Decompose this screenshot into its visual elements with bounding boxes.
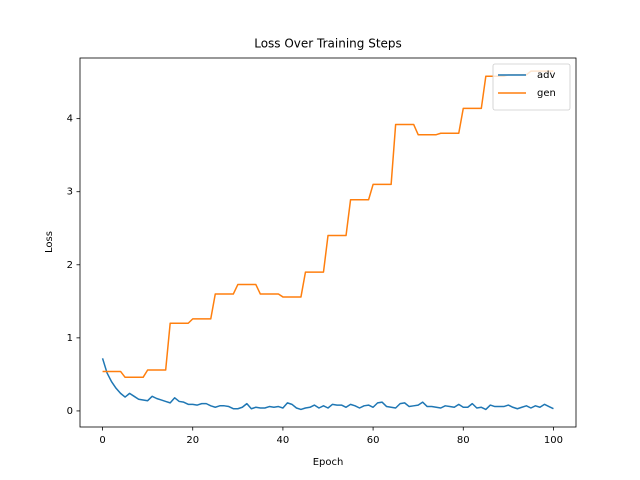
- y-axis-label: Loss: [44, 231, 55, 253]
- x-tick-label: 80: [457, 435, 470, 446]
- y-tick-label: 0: [67, 406, 73, 417]
- legend-label: gen: [537, 88, 556, 99]
- x-tick-label: 20: [186, 435, 199, 446]
- line-series: [101, 358, 554, 411]
- legend-frame: [492, 63, 571, 111]
- x-tick-label: 100: [544, 435, 563, 446]
- x-tick-label: 60: [367, 435, 380, 446]
- legend-label: adv: [537, 70, 555, 81]
- plot-frame: [79, 57, 577, 428]
- x-tick-label: 40: [277, 435, 290, 446]
- y-tick-label: 3: [67, 187, 73, 198]
- x-tick-label: 0: [99, 435, 105, 446]
- y-tick-label: 1: [67, 333, 73, 344]
- y-tick-label: 4: [67, 114, 73, 125]
- line-series: [102, 70, 554, 379]
- y-tick-label: 2: [67, 260, 73, 271]
- x-axis-label: Epoch: [313, 457, 344, 468]
- chart-title: Loss Over Training Steps: [254, 37, 402, 51]
